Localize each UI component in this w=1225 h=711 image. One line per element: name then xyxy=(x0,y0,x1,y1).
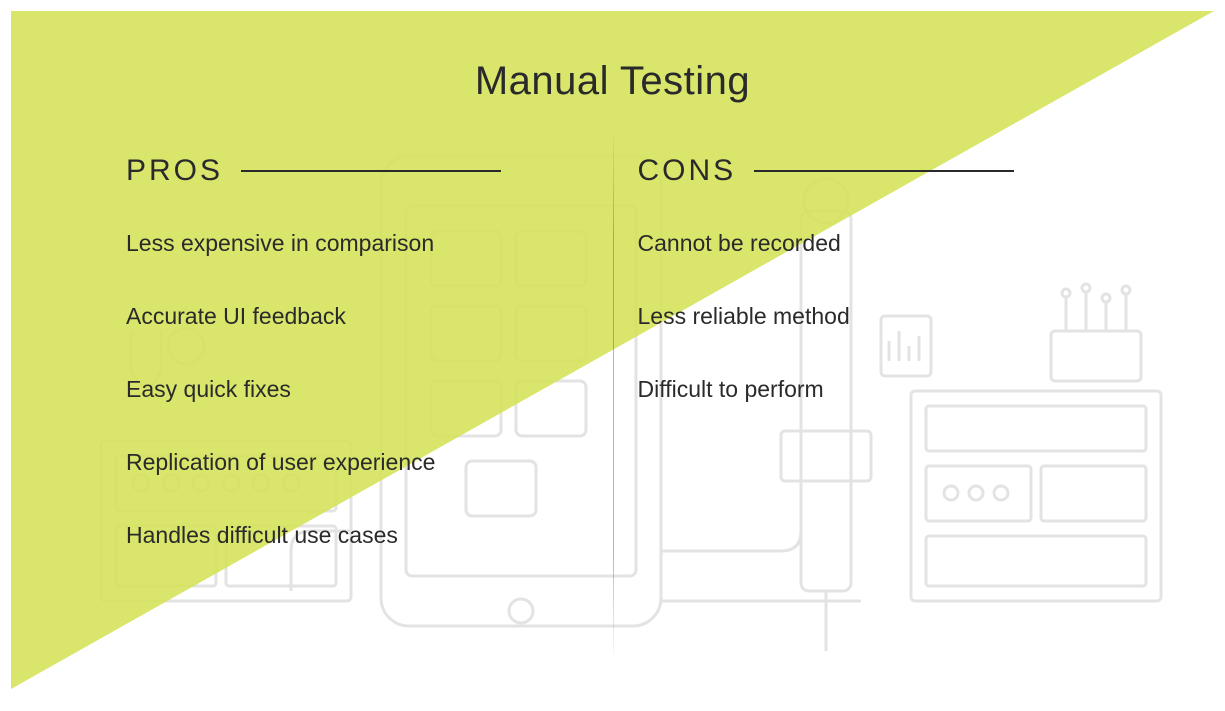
columns-wrap: PROS Less expensive in comparison Accura… xyxy=(11,104,1214,672)
slide-canvas: Manual Testing PROS Less expensive in co… xyxy=(11,11,1214,689)
page-title: Manual Testing xyxy=(11,11,1214,104)
center-divider xyxy=(613,134,614,654)
cons-label: CONS xyxy=(638,154,737,188)
list-item: Accurate UI feedback xyxy=(126,303,588,330)
list-item: Easy quick fixes xyxy=(126,376,588,403)
list-item: Cannot be recorded xyxy=(638,230,1100,257)
cons-rule xyxy=(754,170,1014,172)
cons-header: CONS xyxy=(638,154,1100,188)
cons-column: CONS Cannot be recorded Less reliable me… xyxy=(613,154,1125,672)
content-layer: Manual Testing PROS Less expensive in co… xyxy=(11,11,1214,689)
list-item: Replication of user experience xyxy=(126,449,588,476)
list-item: Less expensive in comparison xyxy=(126,230,588,257)
list-item: Difficult to perform xyxy=(638,376,1100,403)
list-item: Less reliable method xyxy=(638,303,1100,330)
list-item: Handles difficult use cases xyxy=(126,522,588,549)
pros-column: PROS Less expensive in comparison Accura… xyxy=(101,154,613,672)
pros-header: PROS xyxy=(126,154,588,188)
pros-label: PROS xyxy=(126,154,223,188)
pros-rule xyxy=(241,170,501,172)
